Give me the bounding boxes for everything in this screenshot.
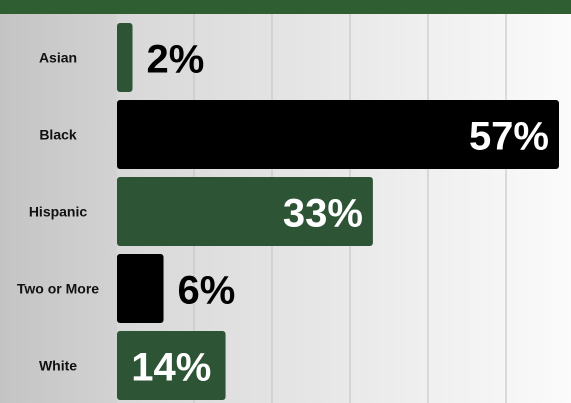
value-label: 33% xyxy=(283,192,363,236)
category-label: Asian xyxy=(39,50,77,66)
value-label: 57% xyxy=(469,115,549,159)
bar-white xyxy=(117,331,226,400)
category-label: Black xyxy=(39,127,77,143)
category-label: Hispanic xyxy=(29,204,88,220)
bar-two-or-more xyxy=(117,254,164,323)
bar-asian xyxy=(117,23,133,92)
value-label: 14% xyxy=(131,346,211,390)
header-bar xyxy=(0,0,571,14)
bar-black xyxy=(117,100,559,169)
value-labels: 2% 57% 33% 6% 14% xyxy=(131,38,549,390)
category-label-panel xyxy=(0,0,117,403)
category-label: Two or More xyxy=(17,281,99,297)
category-labels: Asian Black Hispanic Two or More White xyxy=(17,50,99,374)
value-label: 6% xyxy=(178,269,236,313)
bars xyxy=(117,23,559,400)
bar-hispanic xyxy=(117,177,373,246)
value-label: 2% xyxy=(147,38,205,82)
category-label: White xyxy=(39,358,77,374)
